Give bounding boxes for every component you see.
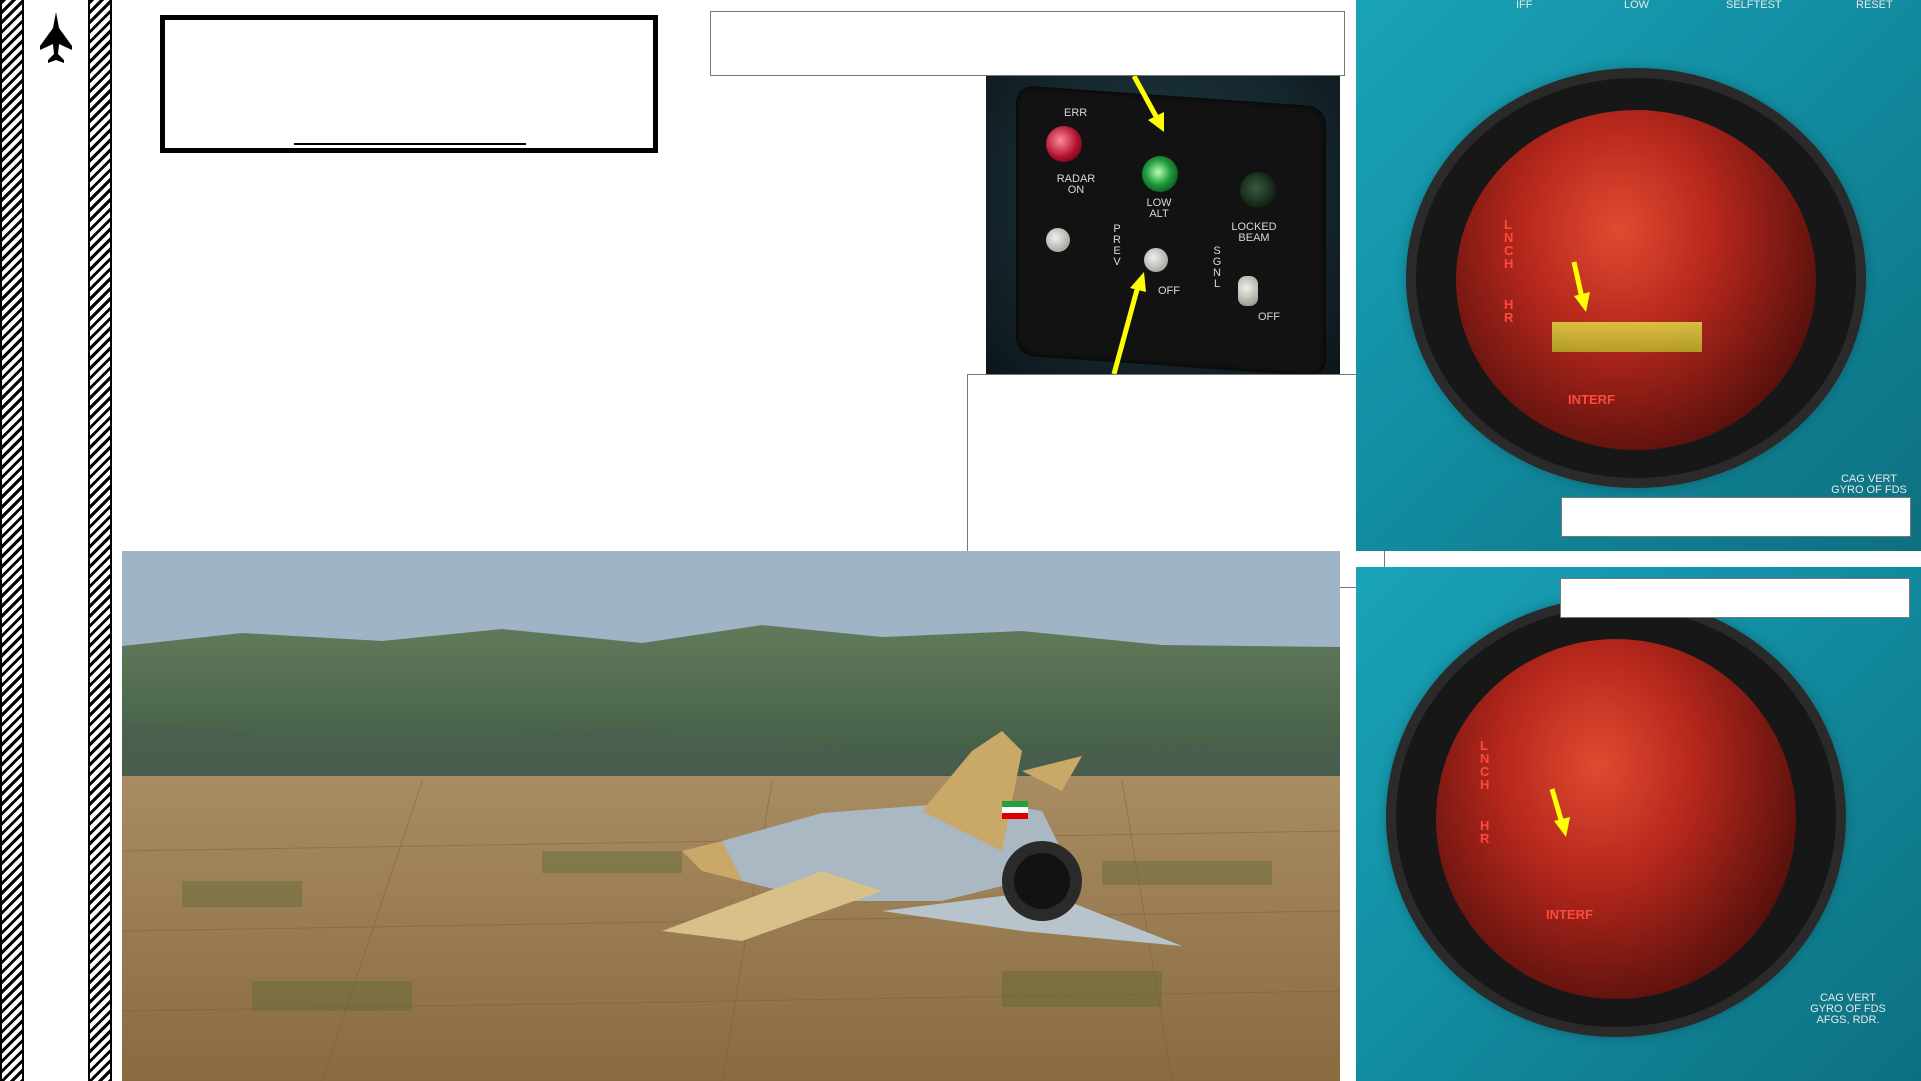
radar-scope-top: IFF LOW SELFTEST RESET LNCH HR INTERF CA… <box>1356 0 1921 551</box>
radar-scope-bottom: LNCH HR INTERF CAG VERT GYRO OF FDS AFGS… <box>1356 567 1921 1081</box>
right-hatched-border <box>88 0 112 1081</box>
aircraft-photo <box>122 551 1340 1081</box>
caption-box-top <box>710 11 1345 76</box>
scope-top-arrow <box>1356 0 1921 551</box>
title-box <box>160 15 658 153</box>
switch-panel-photo: ERR RADAR ON LOW ALT LOCKED BEAM PREV SG… <box>986 76 1340 374</box>
jet-icon <box>36 10 76 66</box>
title-underline <box>294 143 526 145</box>
scenery-illustration <box>122 551 1340 1081</box>
arrow-to-low-alt <box>986 76 1340 374</box>
left-hatched-border <box>0 0 24 1081</box>
caption-box-scope-top <box>1561 497 1911 537</box>
caption-box-scope-bottom <box>1560 578 1910 618</box>
scope-bottom-arrow <box>1356 567 1921 1081</box>
